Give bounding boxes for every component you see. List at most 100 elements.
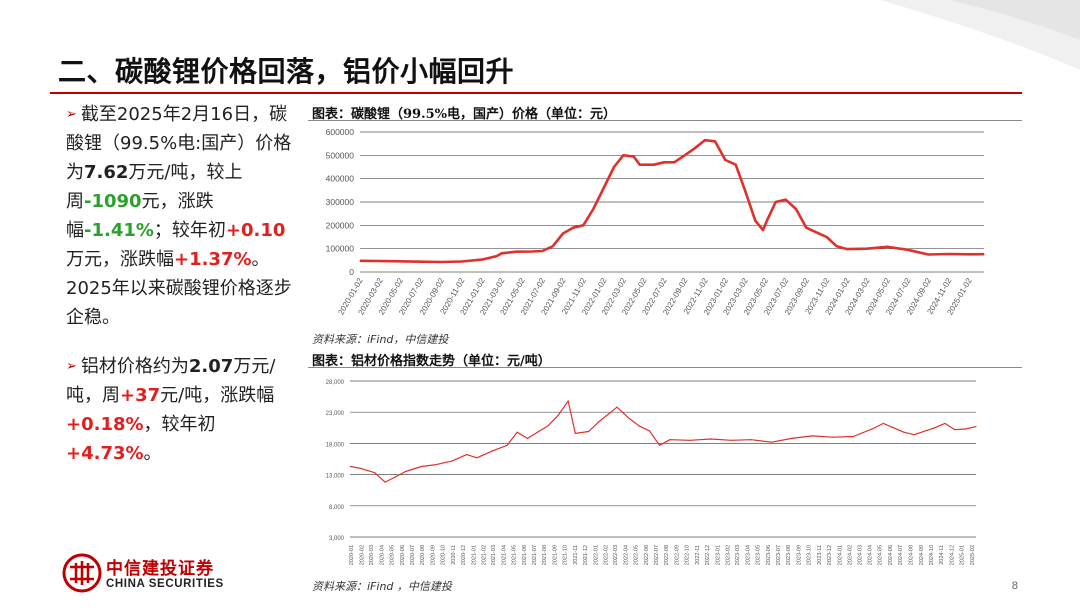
data-point bbox=[815, 231, 817, 233]
arrow-bullet-icon: ➢ bbox=[66, 107, 77, 122]
arrow-bullet-icon: ➢ bbox=[66, 359, 77, 374]
data-point bbox=[907, 249, 909, 251]
x-tick-label: 2022-01 bbox=[593, 545, 599, 565]
x-tick-label: 2024-10 bbox=[929, 545, 935, 565]
chart-title-rule bbox=[308, 120, 1022, 121]
x-tick-label: 2023-11 bbox=[817, 545, 823, 565]
data-point bbox=[882, 422, 885, 425]
data-point bbox=[379, 260, 381, 262]
data-point bbox=[420, 261, 422, 263]
data-point bbox=[658, 444, 661, 446]
x-tick-label: 2023-07 bbox=[776, 545, 782, 565]
price-line bbox=[359, 138, 985, 264]
data-point bbox=[638, 425, 640, 427]
data-point bbox=[613, 166, 615, 168]
data-point bbox=[730, 439, 732, 441]
slide-title: 二、碳酸锂价格回落，铝价小幅回升 bbox=[58, 55, 515, 88]
data-point bbox=[750, 439, 752, 441]
x-tick-label: 2023-01 bbox=[715, 545, 721, 565]
data-point bbox=[886, 246, 888, 248]
x-tick-label: 2021-12 bbox=[583, 545, 589, 565]
x-tick-label: 2025-01 bbox=[960, 545, 966, 565]
aluminum-chart-source: 资料来源：iFind ，中信建投 bbox=[312, 580, 452, 593]
lithium-price-chart: 0100000200000300000400000500000600000202… bbox=[326, 127, 985, 316]
data-point bbox=[770, 441, 773, 443]
title-rule bbox=[50, 92, 1022, 94]
data-point bbox=[562, 232, 564, 235]
logo-name-en: CHINA SECURITIES bbox=[106, 578, 224, 590]
data-point bbox=[374, 472, 376, 474]
data-point bbox=[616, 406, 618, 408]
x-tick-label: 2021-04 bbox=[501, 545, 507, 565]
x-tick-label: 2022-09 bbox=[675, 545, 681, 565]
data-point bbox=[598, 420, 600, 423]
x-tick-label: 2020-04 bbox=[379, 545, 385, 565]
x-tick-label: 2020-06 bbox=[400, 545, 406, 565]
bullet-aluminum: ➢ 铝材价格约为2.07万元/吨，周+37元/吨，涨跌幅 +0.18%，较年初 +4.… bbox=[66, 352, 292, 468]
x-tick-label: 2024-07 bbox=[898, 545, 904, 565]
x-tick-label: 2020-11 bbox=[451, 545, 457, 565]
data-point bbox=[944, 422, 946, 425]
data-point bbox=[384, 481, 386, 483]
bullet-text: 。 bbox=[143, 443, 162, 464]
data-point bbox=[360, 467, 362, 469]
x-tick-label: 2022-03 bbox=[613, 545, 619, 565]
x-tick-label: 2024-04 bbox=[868, 545, 874, 565]
x-tick-label: 2020-08 bbox=[420, 545, 426, 565]
x-tick-label: 2022-05 bbox=[633, 545, 639, 565]
bullet-value-up: +1.37% bbox=[174, 249, 252, 270]
data-point bbox=[574, 432, 576, 435]
data-point bbox=[762, 229, 764, 231]
data-point bbox=[694, 147, 696, 149]
data-point bbox=[866, 248, 868, 250]
data-point bbox=[476, 457, 478, 459]
bullet-text: 元，涨跌幅 bbox=[66, 191, 214, 241]
data-point bbox=[927, 253, 929, 256]
y-tick-label: 500000 bbox=[326, 150, 355, 160]
x-tick-label: 2021-10 bbox=[563, 545, 569, 565]
x-tick-label: 2024-01 bbox=[837, 545, 843, 565]
data-point bbox=[785, 199, 787, 201]
chart-title-rule bbox=[308, 367, 1022, 368]
x-tick-label: 2020-01 bbox=[349, 545, 355, 565]
bullet-value-down: -1.41% bbox=[84, 220, 154, 241]
y-tick-label: 100000 bbox=[326, 244, 355, 254]
bullet-value: 7.62 bbox=[84, 162, 129, 183]
y-tick-label: 200000 bbox=[326, 220, 355, 230]
x-tick-label: 2023-10 bbox=[807, 545, 813, 565]
data-point bbox=[526, 437, 529, 440]
data-point bbox=[704, 139, 706, 141]
data-point bbox=[628, 417, 630, 420]
bullet-text: 元/吨，涨跌幅 bbox=[160, 385, 275, 406]
data-point bbox=[846, 248, 848, 250]
data-point bbox=[552, 245, 554, 247]
data-point bbox=[404, 470, 407, 473]
data-point bbox=[440, 261, 442, 263]
data-point bbox=[557, 414, 559, 416]
x-tick-label: 2020-03 bbox=[369, 545, 375, 565]
page-number: 8 bbox=[1011, 580, 1018, 592]
data-point bbox=[767, 217, 769, 219]
y-tick-label: 13,000 bbox=[326, 474, 345, 480]
data-point bbox=[603, 187, 605, 189]
data-point bbox=[795, 208, 797, 210]
data-point bbox=[811, 435, 813, 437]
data-point bbox=[496, 255, 498, 257]
x-tick-label: 2021-09 bbox=[553, 545, 559, 565]
data-point bbox=[735, 164, 737, 166]
bullet-text: 铝材价格约为 bbox=[80, 356, 189, 377]
y-tick-label: 400000 bbox=[326, 174, 355, 184]
x-tick-label: 2024-08 bbox=[908, 545, 914, 565]
data-point bbox=[983, 253, 985, 255]
data-point bbox=[903, 431, 905, 433]
x-tick-label: 2023-02 bbox=[726, 545, 732, 565]
data-point bbox=[516, 431, 518, 433]
x-tick-label: 2022-12 bbox=[705, 545, 711, 565]
data-point bbox=[791, 437, 793, 440]
data-point bbox=[669, 439, 671, 441]
y-tick-label: 3,000 bbox=[329, 536, 345, 542]
data-point bbox=[653, 164, 655, 166]
bullet-text: 截至2025年2月16日，碳酸锂（99.5%电:国产）价格为 bbox=[66, 104, 292, 183]
x-tick-label: 2024-05 bbox=[878, 545, 884, 565]
x-tick-label: 2025-02 bbox=[970, 545, 976, 565]
